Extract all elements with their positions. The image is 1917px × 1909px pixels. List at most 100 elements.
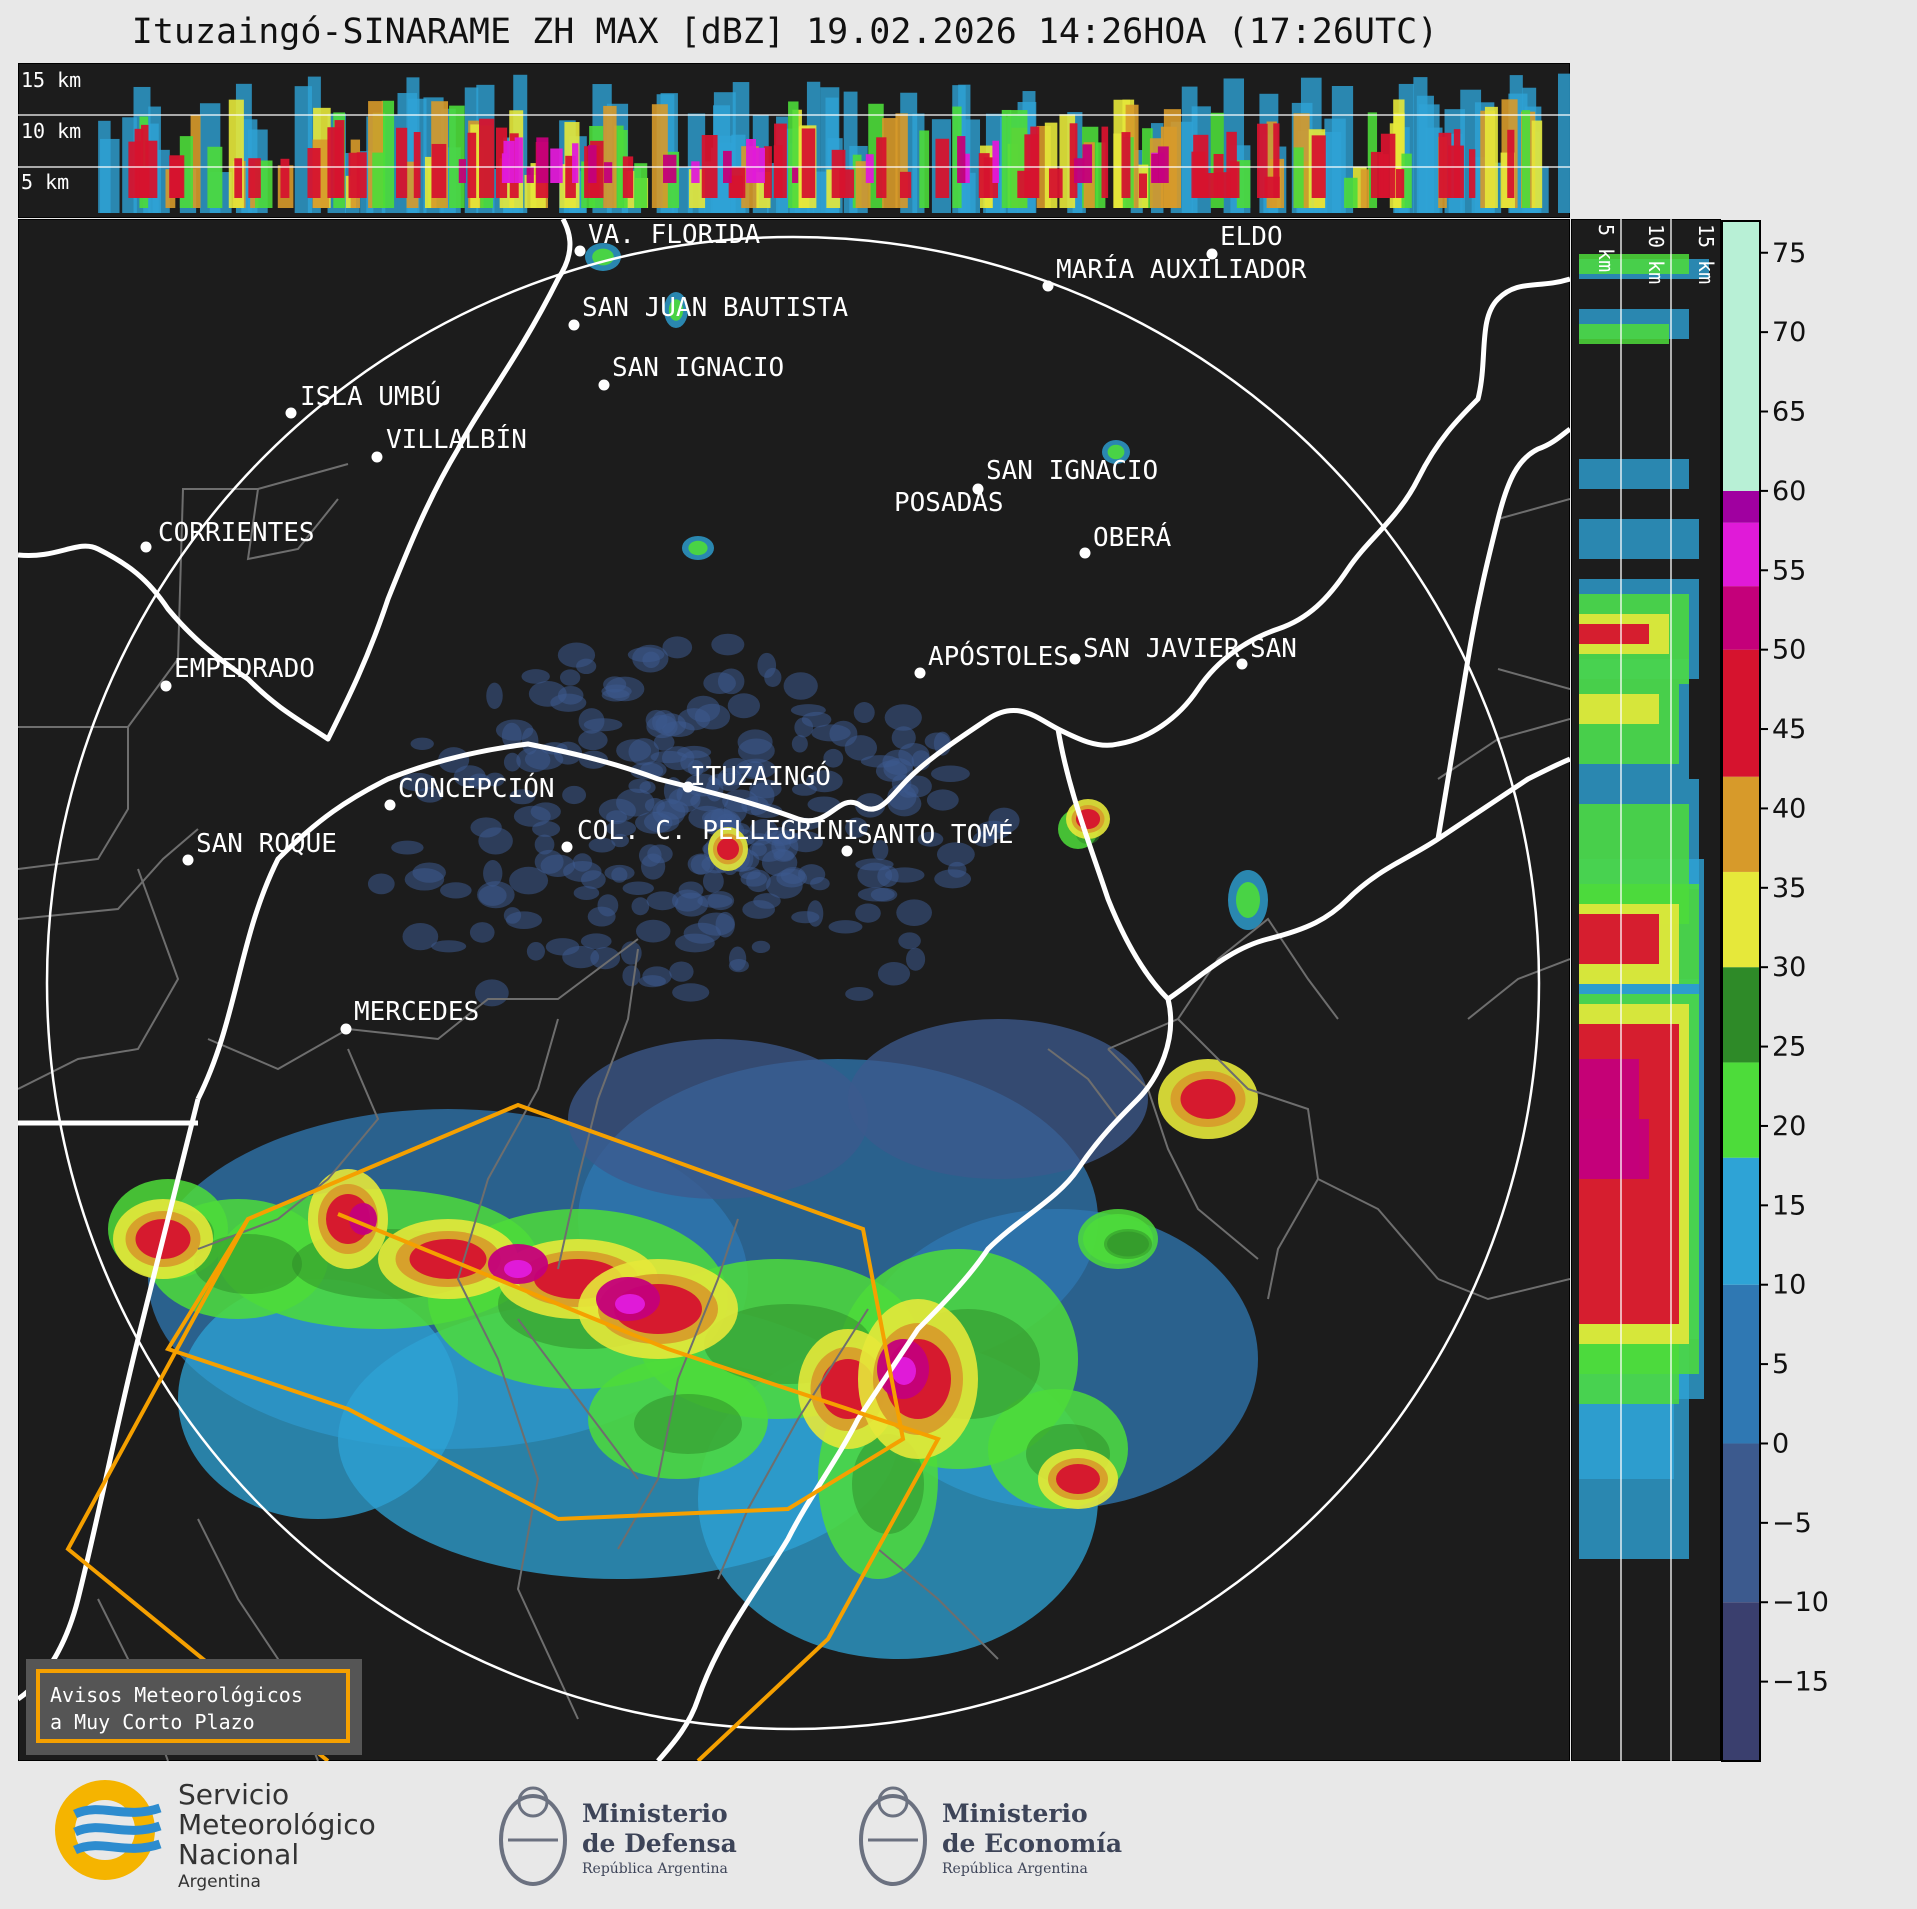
- economia-line2: de Economía: [942, 1829, 1122, 1858]
- city-labels: PIRANEPARAGUARÍVILLARRICAQUIINDYVA. OLIV…: [140, 220, 1307, 1035]
- city-marker[interactable]: SANTO TOMÉ: [841, 818, 1014, 857]
- smn-logo: Servicio Meteorológico Nacional Argentin…: [55, 1778, 376, 1892]
- chart-title: Ituzaingó-SINARAME ZH MAX [dBZ] 19.02.20…: [131, 12, 1439, 52]
- city-label: APÓSTOLES: [928, 640, 1069, 672]
- coat-of-arms-icon: [499, 1794, 567, 1886]
- colorbar-tick: 20: [1772, 1111, 1806, 1142]
- city-marker[interactable]: CORRIENTES: [140, 518, 315, 553]
- smn-line3: Nacional: [178, 1838, 299, 1871]
- colorbar-tick: 65: [1772, 397, 1806, 428]
- colorbar-tick: −15: [1772, 1667, 1829, 1698]
- city-dot: [1042, 280, 1054, 292]
- radar-site-dot: [682, 781, 694, 793]
- radar-site[interactable]: ITUZAINGÓ: [682, 760, 831, 793]
- city-marker[interactable]: ELDO: [1206, 222, 1283, 260]
- colorbar-tick: 60: [1772, 476, 1806, 507]
- city-label: SAN JUAN BAUTISTA: [582, 293, 848, 323]
- city-dot: [1206, 248, 1218, 260]
- city-marker[interactable]: EMPEDRADO: [160, 654, 315, 692]
- top-height-label-15: 15 km: [21, 68, 81, 92]
- city-marker[interactable]: VILLALBÍN: [371, 423, 527, 463]
- city-marker[interactable]: MARÍA AUXILIADOR: [1042, 253, 1307, 292]
- radar-echoes: [108, 243, 1268, 1659]
- top-height-label-5: 5 km: [21, 170, 69, 194]
- city-marker[interactable]: CONCEPCIÓN: [384, 772, 555, 811]
- city-marker[interactable]: ISLA UMBÚ: [285, 380, 441, 419]
- colorbar-tick: 55: [1772, 555, 1806, 586]
- city-dot: [285, 407, 297, 419]
- city-label: MERCEDES: [354, 997, 479, 1027]
- colorbar-tick: 30: [1772, 952, 1806, 983]
- city-marker[interactable]: SAN ROQUE: [182, 829, 337, 866]
- city-label: SAN IGNACIO: [986, 456, 1158, 486]
- city-label: COL. C. PELLEGRINI: [577, 816, 859, 846]
- city-dot: [182, 854, 194, 866]
- colorbar-tick: 45: [1772, 714, 1806, 745]
- city-dot: [1069, 653, 1081, 665]
- city-dot: [914, 667, 926, 679]
- colorbar-tick: 15: [1772, 1190, 1806, 1221]
- radar-site-label: ITUZAINGÓ: [690, 760, 831, 792]
- city-marker[interactable]: COL. C. PELLEGRINI: [561, 816, 859, 853]
- city-dot: [574, 245, 586, 257]
- city-dot: [1236, 658, 1248, 670]
- side-height-label-15: 15 km: [1694, 224, 1718, 284]
- smn-line4: Argentina: [178, 1872, 261, 1892]
- city-label: CONCEPCIÓN: [398, 772, 555, 804]
- city-marker[interactable]: OBERÁ: [1079, 521, 1172, 559]
- city-label: SAN ROQUE: [196, 829, 337, 859]
- province-boundaries: [18, 463, 1570, 1761]
- smn-line2: Meteorológico: [178, 1808, 376, 1841]
- city-dot: [598, 379, 610, 391]
- city-marker[interactable]: VA. FLORIDA: [574, 220, 761, 257]
- city-label: SAN: [1250, 634, 1297, 664]
- city-label: CORRIENTES: [158, 518, 315, 548]
- city-dot: [841, 845, 853, 857]
- city-marker[interactable]: SAN IGNACIO: [598, 353, 785, 391]
- economia-line1: Ministerio: [942, 1799, 1088, 1828]
- city-label: SAN IGNACIO: [612, 353, 784, 383]
- city-label: EMPEDRADO: [174, 654, 315, 684]
- side-height-label-10: 10 km: [1644, 224, 1668, 284]
- city-dot: [160, 680, 172, 692]
- radar-map[interactable]: PIRANEPARAGUARÍVILLARRICAQUIINDYVA. OLIV…: [18, 219, 1570, 1761]
- city-dot: [340, 1023, 352, 1035]
- colorbar-tick: 35: [1772, 873, 1806, 904]
- legend-line2: a Muy Corto Plazo: [50, 1710, 255, 1734]
- city-marker[interactable]: SAN IGNACIO: [972, 456, 1159, 495]
- smn-line1: Servicio: [178, 1778, 289, 1811]
- city-label: POSADAS: [894, 488, 1004, 518]
- city-marker[interactable]: APÓSTOLES: [914, 640, 1069, 679]
- city-label: ELDO: [1220, 222, 1283, 252]
- city-marker[interactable]: SAN JUAN BAUTISTA: [568, 293, 849, 331]
- range-ring: [45, 235, 1541, 1731]
- colorbar-tick: 70: [1772, 317, 1806, 348]
- city-dot: [561, 841, 573, 853]
- colorbar-tick: 0: [1772, 1428, 1789, 1459]
- city-label: OBERÁ: [1093, 521, 1172, 553]
- colorbar-tick: 75: [1772, 238, 1806, 269]
- warning-legend[interactable]: Avisos Meteorológicos a Muy Corto Plazo: [26, 1659, 362, 1755]
- side-height-label-5: 5 km: [1594, 224, 1618, 272]
- colorbar-tick: 25: [1772, 1032, 1806, 1063]
- defensa-logo: Ministerio de Defensa República Argentin…: [499, 1786, 737, 1886]
- colorbar-tick: 50: [1772, 635, 1806, 666]
- legend-line1: Avisos Meteorológicos: [50, 1683, 303, 1707]
- city-label: VA. FLORIDA: [588, 220, 761, 250]
- rivers: [18, 219, 1570, 1761]
- city-dot: [972, 483, 984, 495]
- colorbar-tick: 5: [1772, 1349, 1789, 1380]
- side-cross-section-panel: 5 km 10 km 15 km: [1571, 219, 1721, 1761]
- city-label: MARÍA AUXILIADOR: [1056, 253, 1307, 285]
- city-marker[interactable]: SAN: [1236, 634, 1297, 670]
- city-dot: [384, 799, 396, 811]
- city-dot: [140, 541, 152, 553]
- colorbar-tick: −5: [1772, 1508, 1812, 1539]
- city-marker[interactable]: SAN JAVIER: [1069, 634, 1240, 665]
- city-marker[interactable]: MERCEDES: [340, 997, 480, 1035]
- colorbar-tick: −10: [1772, 1587, 1829, 1618]
- city-dot: [568, 319, 580, 331]
- city-marker[interactable]: POSADAS: [894, 488, 1004, 518]
- defensa-line1: Ministerio: [582, 1799, 728, 1828]
